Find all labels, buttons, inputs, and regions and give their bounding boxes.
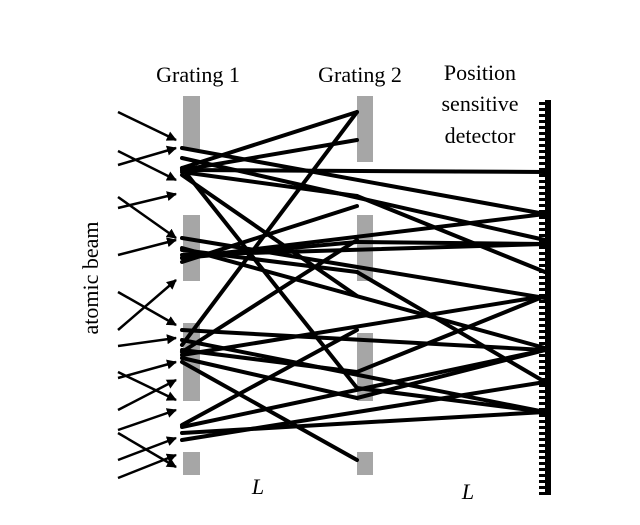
detector-label-line1: Position — [444, 60, 516, 85]
incoming-arrow — [117, 195, 177, 240]
incoming-arrow — [117, 145, 177, 167]
ray — [180, 248, 359, 274]
ray — [180, 338, 547, 414]
ray — [180, 328, 359, 427]
grating-2-bar — [357, 452, 373, 475]
ray — [180, 166, 359, 390]
grating-2-label: Grating 2 — [318, 62, 402, 87]
ray — [180, 110, 359, 347]
detector-bar — [545, 100, 551, 495]
detector-label-line2: sensitive — [442, 91, 519, 116]
ray — [180, 168, 547, 174]
ray — [355, 240, 547, 246]
ray — [355, 348, 547, 400]
ray — [180, 360, 359, 462]
incoming-arrow — [117, 378, 177, 412]
ray — [180, 110, 359, 170]
ray — [180, 236, 547, 300]
grating-1-bar — [183, 452, 200, 475]
distance-label-2: L — [461, 479, 474, 504]
incoming-arrow — [117, 370, 177, 402]
atomic-beam-label: atomic beam — [78, 221, 103, 334]
grating-1-label: Grating 1 — [156, 62, 240, 87]
incoming-arrow — [117, 237, 177, 257]
incoming-arrow — [117, 279, 177, 331]
incoming-arrow — [117, 453, 177, 480]
ray — [355, 194, 547, 274]
ray — [180, 348, 359, 374]
grating-1-bar — [183, 215, 200, 281]
grating-2-bar — [357, 96, 373, 162]
ray — [355, 270, 547, 384]
ray — [180, 170, 359, 198]
ray — [180, 138, 359, 172]
incoming-arrow — [117, 191, 177, 210]
incoming-beams — [117, 110, 177, 480]
ray — [355, 294, 547, 374]
ray — [180, 294, 547, 357]
ray — [180, 238, 359, 354]
incoming-arrow — [117, 290, 177, 327]
grating-1-bar — [183, 96, 200, 149]
distance-label-1: L — [251, 474, 264, 499]
incoming-arrow — [117, 110, 177, 142]
grating-2 — [357, 96, 373, 475]
incoming-arrow — [117, 334, 177, 348]
diffracted-rays — [180, 110, 547, 462]
incoming-arrow — [117, 436, 177, 462]
detector-label-line3: detector — [445, 123, 517, 148]
incoming-arrow — [117, 408, 177, 432]
incoming-arrow — [117, 149, 177, 182]
ray — [180, 380, 547, 442]
